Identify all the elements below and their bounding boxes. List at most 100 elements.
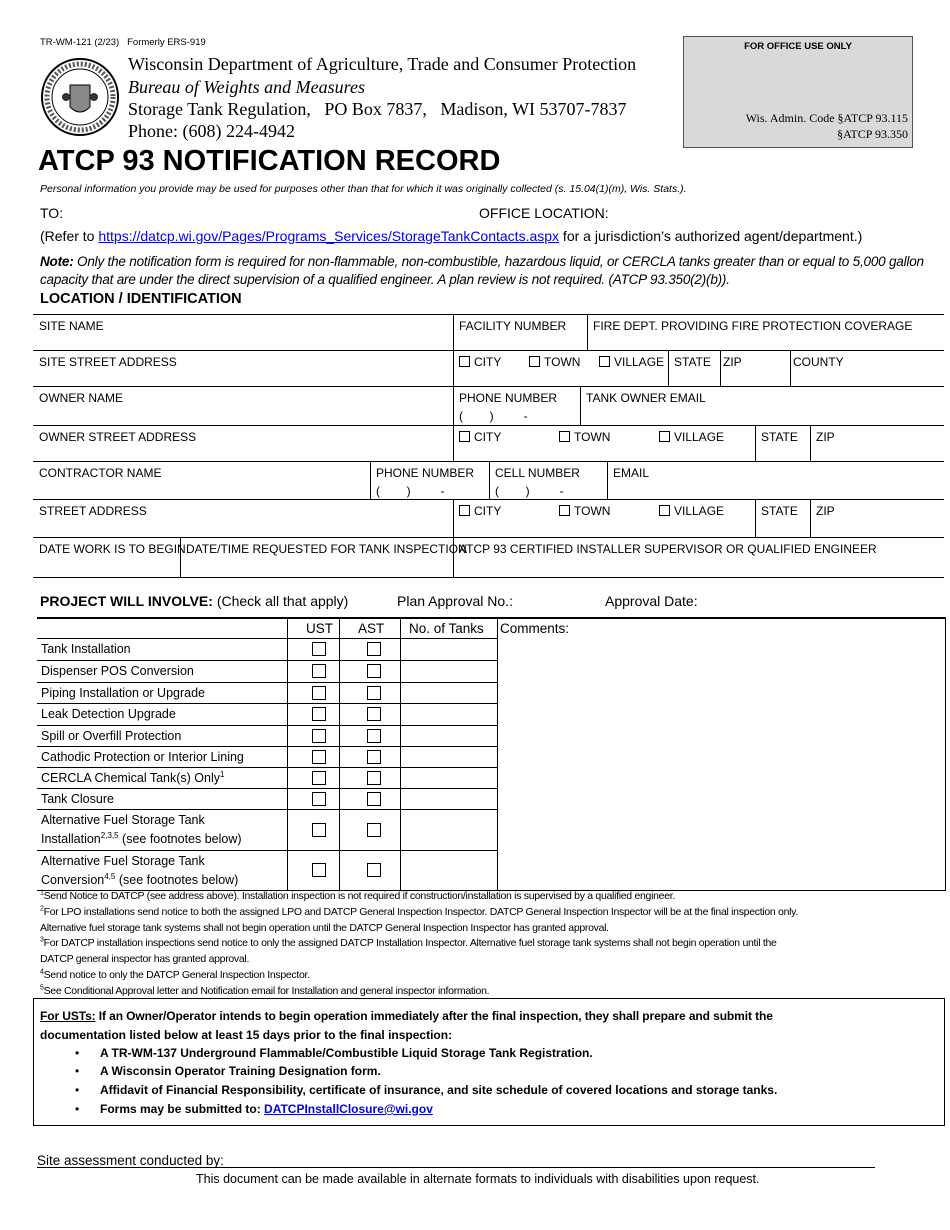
contractor-town-option[interactable]: TOWN xyxy=(553,501,616,521)
bullet-icon: • xyxy=(75,1064,80,1078)
table-rule xyxy=(37,788,497,789)
field-label: STATE xyxy=(674,355,711,369)
town-checkbox[interactable] xyxy=(559,431,570,442)
contractor-name-field[interactable]: CONTRACTOR NAME xyxy=(33,463,167,483)
contractor-email-field[interactable]: EMAIL xyxy=(607,463,655,483)
row-label: Tank Closure xyxy=(41,792,114,806)
site-assessment-line[interactable] xyxy=(37,1167,875,1168)
city-checkbox[interactable] xyxy=(459,505,470,516)
village-checkbox[interactable] xyxy=(659,505,670,516)
owner-village-option[interactable]: VILLAGE xyxy=(653,427,730,447)
facility-number-field[interactable]: FACILITY NUMBER xyxy=(453,316,572,336)
date-work-field[interactable]: DATE WORK IS TO BEGIN xyxy=(33,539,192,559)
fire-dept-field[interactable]: FIRE DEPT. PROVIDING FIRE PROTECTION COV… xyxy=(587,316,918,336)
row-label-suffix: (see footnotes below) xyxy=(118,832,242,846)
table-rule xyxy=(37,767,497,768)
no-of-tanks-input[interactable] xyxy=(401,660,497,682)
contractor-cell-field[interactable]: CELL NUMBER xyxy=(489,463,586,483)
site-street-field[interactable]: SITE STREET ADDRESS xyxy=(33,352,183,372)
row-label-2: Installation xyxy=(41,832,101,846)
footnote-number: 3 xyxy=(40,936,44,944)
tank-owner-email-field[interactable]: TANK OWNER EMAIL xyxy=(580,388,712,408)
site-county-field[interactable]: COUNTY xyxy=(787,352,850,372)
ust-checkbox[interactable] xyxy=(312,664,326,678)
no-of-tanks-input[interactable] xyxy=(401,788,497,809)
contractor-village-option[interactable]: VILLAGE xyxy=(653,501,730,521)
no-of-tanks-input[interactable] xyxy=(401,746,497,767)
owner-phone-field[interactable]: PHONE NUMBER xyxy=(453,388,563,408)
ast-checkbox[interactable] xyxy=(367,863,381,877)
ust-checkbox[interactable] xyxy=(312,749,326,764)
footnote-text: Alternative fuel storage tank systems sh… xyxy=(40,921,609,934)
ast-checkbox[interactable] xyxy=(367,770,381,785)
owner-zip-field[interactable]: ZIP xyxy=(810,427,841,447)
bureau-name: Bureau of Weights and Measures xyxy=(128,77,365,97)
city-checkbox[interactable] xyxy=(459,356,470,367)
owner-state-field[interactable]: STATE xyxy=(755,427,804,447)
field-label: TANK OWNER EMAIL xyxy=(586,391,706,405)
owner-town-option[interactable]: TOWN xyxy=(553,427,616,447)
footnote: DATCP general inspector has granted appr… xyxy=(40,953,249,966)
ust-checkbox[interactable] xyxy=(312,642,326,656)
forms-email-link[interactable]: DATCPInstallClosure@wi.gov xyxy=(264,1102,433,1116)
town-checkbox[interactable] xyxy=(559,505,570,516)
ust-checkbox[interactable] xyxy=(312,863,326,877)
footnote-ref: 1 xyxy=(220,769,225,779)
site-state-field[interactable]: STATE xyxy=(668,352,717,372)
ast-checkbox[interactable] xyxy=(367,642,381,656)
village-checkbox[interactable] xyxy=(659,431,670,442)
footnote: 2For LPO installations send notice to bo… xyxy=(40,905,798,919)
no-of-tanks-input[interactable] xyxy=(401,850,497,890)
row-label: Cathodic Protection or Interior Lining xyxy=(41,750,244,764)
ast-checkbox[interactable] xyxy=(367,664,381,678)
owner-city-option[interactable]: CITY xyxy=(453,427,507,447)
storage-tank-contacts-link[interactable]: https://datcp.wi.gov/Pages/Programs_Serv… xyxy=(98,228,560,244)
contractor-state-field[interactable]: STATE xyxy=(755,501,804,521)
contractor-street-field[interactable]: STREET ADDRESS xyxy=(33,501,153,521)
approval-date-label[interactable]: Approval Date: xyxy=(605,593,698,609)
city-checkbox[interactable] xyxy=(459,431,470,442)
ust-checkbox[interactable] xyxy=(312,728,326,743)
town-checkbox[interactable] xyxy=(529,356,540,367)
comments-field[interactable] xyxy=(497,638,945,890)
ust-checkbox[interactable] xyxy=(312,685,326,700)
field-label: FIRE DEPT. PROVIDING FIRE PROTECTION COV… xyxy=(593,319,913,333)
owner-name-field[interactable]: OWNER NAME xyxy=(33,388,129,408)
contractor-city-option[interactable]: CITY xyxy=(453,501,507,521)
owner-street-field[interactable]: OWNER STREET ADDRESS xyxy=(33,427,202,447)
no-of-tanks-input[interactable] xyxy=(401,703,497,725)
column-rule xyxy=(453,499,454,537)
site-town-option[interactable]: TOWN xyxy=(523,352,586,372)
ast-checkbox[interactable] xyxy=(367,822,381,837)
contractor-zip-field[interactable]: ZIP xyxy=(810,501,841,521)
ast-checkbox[interactable] xyxy=(367,749,381,764)
ast-checkbox[interactable] xyxy=(367,685,381,700)
privacy-notice: Personal information you provide may be … xyxy=(40,183,687,195)
ust-checkbox[interactable] xyxy=(312,770,326,785)
site-village-option[interactable]: VILLAGE xyxy=(593,352,670,372)
contractor-phone-field[interactable]: PHONE NUMBER xyxy=(370,463,480,483)
installer-field[interactable]: ATCP 93 CERTIFIED INSTALLER SUPERVISOR O… xyxy=(453,539,883,559)
no-of-tanks-input[interactable] xyxy=(401,725,497,746)
table-rule xyxy=(37,703,497,704)
no-of-tanks-input[interactable] xyxy=(401,767,497,788)
ast-checkbox[interactable] xyxy=(367,791,381,806)
footnote: 4Send notice to only the DATCP General I… xyxy=(40,969,310,982)
usts-box xyxy=(33,998,945,1126)
site-name-field[interactable]: SITE NAME xyxy=(33,316,110,336)
no-of-tanks-input[interactable] xyxy=(401,638,497,660)
inspection-datetime-field[interactable]: DATE/TIME REQUESTED FOR TANK INSPECTION xyxy=(180,539,473,559)
ust-checkbox[interactable] xyxy=(312,707,326,721)
village-checkbox[interactable] xyxy=(599,356,610,367)
no-of-tanks-input[interactable] xyxy=(401,682,497,703)
ast-checkbox[interactable] xyxy=(367,728,381,743)
plan-approval-label[interactable]: Plan Approval No.: xyxy=(397,593,513,609)
site-city-option[interactable]: CITY xyxy=(453,352,507,372)
ast-checkbox[interactable] xyxy=(367,707,381,721)
row-label-suffix: (see footnotes below) xyxy=(115,873,239,887)
ust-checkbox[interactable] xyxy=(312,822,326,837)
field-label: VILLAGE xyxy=(674,430,725,444)
no-of-tanks-input[interactable] xyxy=(401,809,497,850)
site-zip-field[interactable]: ZIP xyxy=(717,352,748,372)
ust-checkbox[interactable] xyxy=(312,791,326,806)
